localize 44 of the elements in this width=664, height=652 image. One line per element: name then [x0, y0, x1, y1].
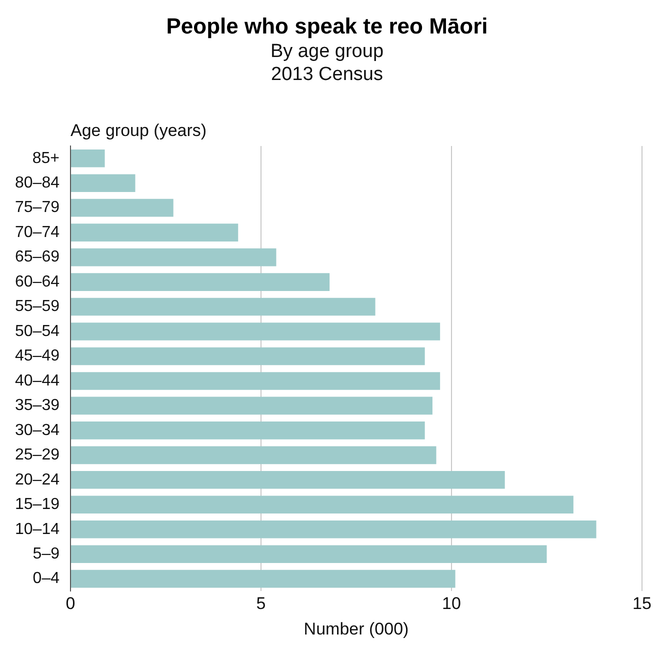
- bar: [70, 298, 376, 316]
- y-tick-label: 45–49: [14, 348, 60, 365]
- y-tick-label: 65–69: [14, 248, 60, 266]
- chart-subtitle: By age group 2013 Census: [270, 41, 384, 85]
- y-tick-label: 30–34: [14, 422, 60, 439]
- bar: [70, 520, 596, 538]
- bar: [70, 570, 456, 588]
- bar: [70, 248, 276, 266]
- y-tick-label: 0–4: [32, 570, 60, 588]
- y-tick-label: 5–9: [32, 546, 60, 563]
- y-tick-label: 15–19: [14, 496, 60, 514]
- bar: [70, 496, 574, 514]
- bar: [70, 470, 505, 489]
- bar: [70, 273, 330, 291]
- y-tick-label: 35–39: [14, 397, 60, 414]
- y-tick-label: 25–29: [14, 446, 60, 464]
- y-axis-title: Age group (years): [70, 121, 207, 140]
- bar: [70, 347, 425, 366]
- x-tick-label: 5: [256, 594, 266, 614]
- y-tick-label: 40–44: [14, 372, 60, 390]
- bar: [70, 322, 440, 340]
- x-axis-title: Number (000): [304, 619, 409, 638]
- y-tick-label: 50–54: [14, 322, 60, 340]
- x-tick-label: 10: [442, 594, 461, 614]
- bar: [70, 198, 174, 217]
- bar: [70, 174, 136, 192]
- chart-title: People who speak te reo Māori: [166, 13, 488, 38]
- y-tick-label: 75–79: [14, 199, 60, 216]
- y-tick-label: 85+: [32, 150, 60, 167]
- y-tick-label: 10–14: [14, 520, 60, 538]
- bar: [70, 224, 238, 242]
- bar: [70, 422, 425, 440]
- x-tick-label: 0: [66, 594, 76, 614]
- x-tick-label: 15: [632, 594, 652, 614]
- bar: [70, 149, 105, 168]
- y-tick-label: 70–74: [14, 224, 60, 241]
- y-tick-label: 55–59: [14, 298, 60, 316]
- y-tick-label: 60–64: [14, 273, 60, 290]
- bar: [70, 446, 436, 464]
- bar: [70, 545, 547, 564]
- y-tick-label: 20–24: [14, 471, 60, 488]
- y-tick-label: 80–84: [14, 174, 60, 192]
- bar: [70, 372, 440, 390]
- bar: [70, 396, 432, 415]
